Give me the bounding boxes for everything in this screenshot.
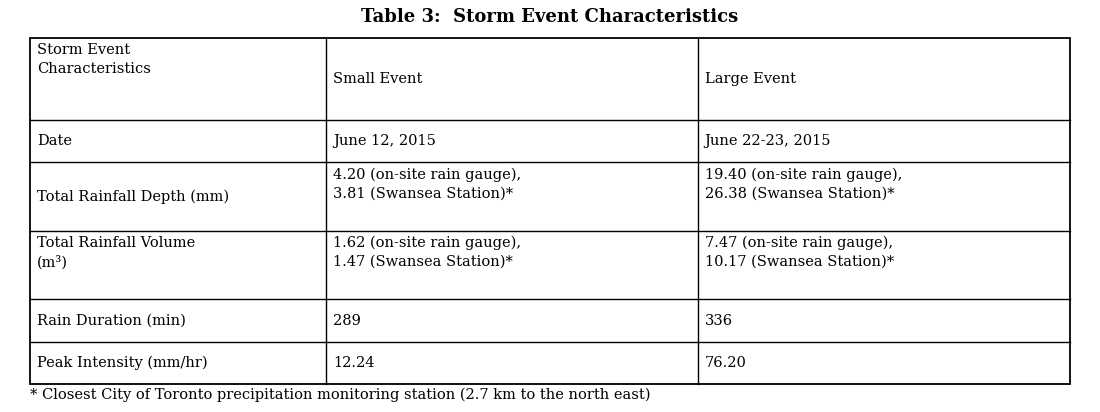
Text: * Closest City of Toronto precipitation monitoring station (2.7 km to the north : * Closest City of Toronto precipitation … — [30, 388, 650, 403]
Bar — [30, 38, 1070, 384]
Text: 19.40 (on-site rain gauge),
26.38 (Swansea Station)*: 19.40 (on-site rain gauge), 26.38 (Swans… — [705, 167, 902, 201]
Text: 336: 336 — [705, 314, 733, 328]
Text: 12.24: 12.24 — [333, 356, 375, 370]
Text: 7.47 (on-site rain gauge),
10.17 (Swansea Station)*: 7.47 (on-site rain gauge), 10.17 (Swanse… — [705, 236, 894, 269]
Text: Storm Event
Characteristics: Storm Event Characteristics — [37, 43, 151, 76]
Text: June 22-23, 2015: June 22-23, 2015 — [705, 134, 832, 148]
Text: 289: 289 — [333, 314, 361, 328]
Text: June 12, 2015: June 12, 2015 — [333, 134, 437, 148]
Text: Small Event: Small Event — [333, 72, 422, 86]
Text: Large Event: Large Event — [705, 72, 795, 86]
Text: Total Rainfall Depth (mm): Total Rainfall Depth (mm) — [37, 189, 229, 204]
Text: Table 3:  Storm Event Characteristics: Table 3: Storm Event Characteristics — [362, 8, 738, 26]
Text: Rain Duration (min): Rain Duration (min) — [37, 314, 186, 328]
Text: 4.20 (on-site rain gauge),
3.81 (Swansea Station)*: 4.20 (on-site rain gauge), 3.81 (Swansea… — [333, 167, 521, 201]
Text: 1.62 (on-site rain gauge),
1.47 (Swansea Station)*: 1.62 (on-site rain gauge), 1.47 (Swansea… — [333, 236, 521, 269]
Text: Date: Date — [37, 134, 72, 148]
Text: Peak Intensity (mm/hr): Peak Intensity (mm/hr) — [37, 356, 208, 370]
Text: Total Rainfall Volume
(m³): Total Rainfall Volume (m³) — [37, 236, 196, 269]
Text: 76.20: 76.20 — [705, 356, 747, 370]
